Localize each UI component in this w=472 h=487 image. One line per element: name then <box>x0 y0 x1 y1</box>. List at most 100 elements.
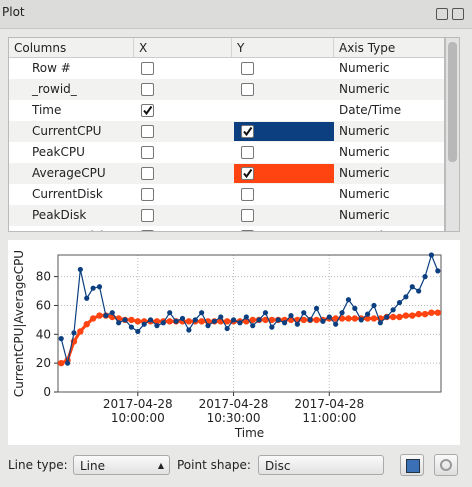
data-point <box>205 323 211 329</box>
checkbox[interactable] <box>141 125 154 138</box>
y-tick-label: 80 <box>36 270 51 284</box>
table-row: Row # Numeric <box>9 58 444 79</box>
data-point <box>333 321 339 327</box>
line-type-combo[interactable]: Line ▲ <box>73 455 170 475</box>
data-point <box>230 317 237 323</box>
data-point <box>313 316 320 324</box>
data-point <box>237 320 243 326</box>
checkbox[interactable] <box>241 188 254 201</box>
checkbox[interactable] <box>141 167 154 180</box>
data-point <box>384 314 390 320</box>
check-path <box>143 105 153 116</box>
column-name: AverageCPU <box>32 166 106 180</box>
combo-arrow: ▲ <box>157 461 164 470</box>
data-point <box>96 312 103 319</box>
axis-type: Numeric <box>339 187 390 201</box>
data-point <box>57 359 65 367</box>
axis-type: Numeric <box>339 145 390 159</box>
checkbox[interactable] <box>141 230 154 231</box>
data-point <box>84 295 90 301</box>
data-point <box>409 284 415 290</box>
checkbox[interactable] <box>241 230 254 231</box>
data-point <box>223 318 231 325</box>
data-point <box>103 312 109 319</box>
point-shape-value: Disc <box>265 459 291 473</box>
check-mark <box>243 168 253 179</box>
float-button[interactable] <box>436 8 448 20</box>
close-button[interactable] <box>452 8 464 20</box>
point-shape-combo[interactable]: Disc <box>258 455 384 475</box>
data-point <box>402 312 410 319</box>
table-row: CurrentDisk Numeric <box>9 184 444 205</box>
data-point <box>358 317 364 323</box>
y-tick-label: 40 <box>36 327 51 341</box>
checkbox[interactable] <box>241 83 254 96</box>
checkbox[interactable] <box>141 188 154 201</box>
scrollbar[interactable] <box>445 37 460 232</box>
checkbox[interactable] <box>141 83 154 96</box>
data-point <box>409 312 416 319</box>
data-point <box>134 318 141 325</box>
data-point <box>352 305 358 311</box>
column-name: AverageDisk <box>32 226 107 231</box>
checkbox[interactable] <box>241 62 254 75</box>
data-point <box>294 321 300 327</box>
checkbox[interactable] <box>241 167 254 180</box>
data-point <box>243 314 249 320</box>
data-point <box>185 318 193 325</box>
checkbox[interactable] <box>241 209 254 222</box>
checkbox[interactable] <box>141 209 154 222</box>
data-point <box>71 330 77 336</box>
checkbox[interactable] <box>141 146 154 159</box>
x-tick-label: 2017-04-28 10:00:00 <box>102 397 173 425</box>
column-name: Row # <box>32 61 71 75</box>
title-bar: Plot <box>0 0 472 29</box>
column-name: PeakCPU <box>32 145 85 159</box>
series-color <box>234 164 334 183</box>
table-row: AverageCPU Numeric <box>9 163 444 184</box>
data-point <box>128 316 135 324</box>
checkbox[interactable] <box>141 62 154 75</box>
data-point <box>166 318 173 325</box>
data-point <box>422 274 428 280</box>
data-point <box>199 310 205 316</box>
data-point <box>218 314 224 320</box>
table-row: AverageDisk Numeric <box>9 226 444 231</box>
scroll-thumb[interactable] <box>448 42 457 162</box>
table-row: CurrentCPU Numeric <box>9 121 444 142</box>
x-tick-label: 2017-04-28 11:00:00 <box>294 397 365 425</box>
refresh-button[interactable] <box>434 454 458 476</box>
icon <box>406 459 420 473</box>
column-header: X <box>134 38 232 58</box>
line-type-value: Line <box>80 459 106 473</box>
axis-type: Date/Time <box>339 103 402 117</box>
axis-type: Numeric <box>339 166 390 180</box>
column-header: Axis Type <box>334 38 444 58</box>
data-point <box>371 302 377 309</box>
data-point <box>320 318 326 324</box>
data-point <box>389 313 397 321</box>
data-point <box>173 318 179 324</box>
table-row: PeakCPU Numeric <box>9 142 444 163</box>
data-point <box>167 310 173 316</box>
checkbox[interactable] <box>241 125 254 138</box>
data-point <box>128 324 135 330</box>
check-path <box>243 126 253 137</box>
data-point <box>364 315 371 322</box>
data-point <box>275 317 281 323</box>
data-point <box>64 360 71 366</box>
data-point <box>77 266 83 273</box>
data-point <box>300 316 307 324</box>
data-point <box>154 323 160 329</box>
data-point <box>390 307 396 313</box>
window-title: Plot <box>2 5 25 19</box>
checkbox[interactable] <box>241 146 254 159</box>
checkbox[interactable] <box>141 104 154 117</box>
series-line <box>60 253 439 364</box>
x-tick-label: 2017-04-28 10:30:00 <box>198 397 269 425</box>
data-point <box>262 316 269 324</box>
export-button[interactable] <box>400 454 424 476</box>
data-point <box>364 311 371 317</box>
data-point <box>332 315 339 322</box>
